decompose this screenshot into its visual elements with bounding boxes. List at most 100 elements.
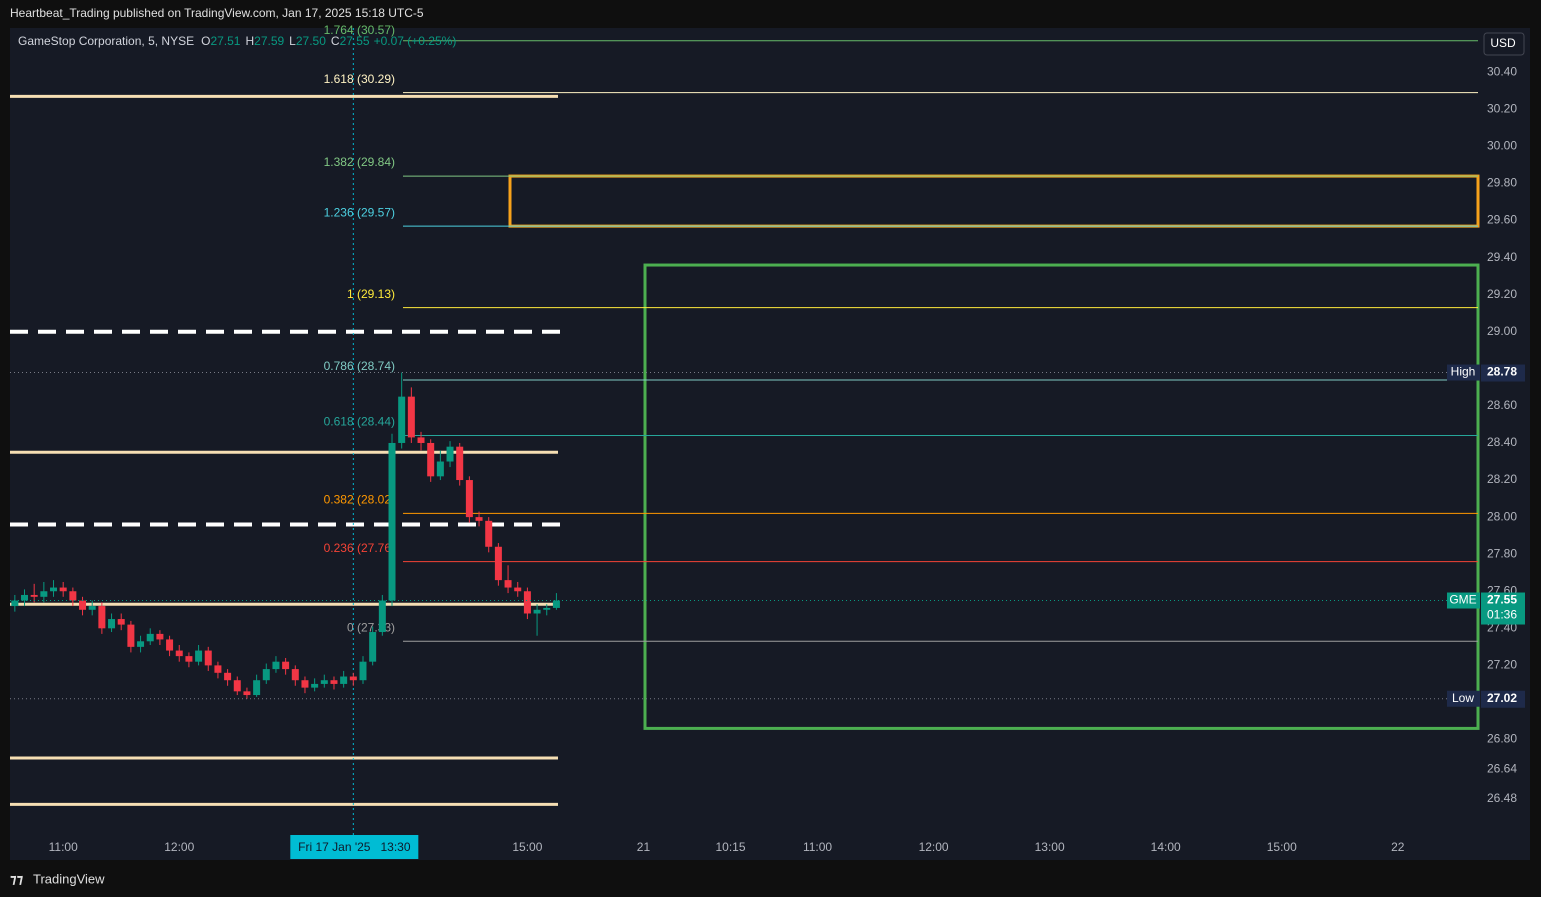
x-tick-label: 15:00	[512, 840, 542, 854]
x-tick-label: 11:00	[803, 840, 832, 854]
candle-body	[417, 437, 425, 443]
candle-body	[204, 650, 212, 666]
candle-body	[514, 587, 522, 592]
y-tick-label: 29.80	[1487, 176, 1517, 190]
y-tick-label: 28.60	[1487, 398, 1517, 412]
ohlc-name: H	[245, 34, 254, 48]
candle-body	[88, 606, 96, 610]
crosshair-tag	[290, 835, 419, 859]
chart-panel	[10, 28, 1530, 860]
symbol: GameStop Corporation, 5, NYSE	[18, 34, 194, 48]
candle-body	[282, 661, 290, 670]
currency: USD	[1490, 36, 1516, 50]
candle-body	[98, 606, 106, 629]
price-axis	[1480, 28, 1530, 860]
ohlc-value: 27.59	[254, 34, 284, 48]
ohlc-name: C	[331, 34, 340, 48]
candle-body	[175, 650, 183, 657]
candle-body	[301, 680, 309, 688]
candle-body	[21, 594, 29, 601]
y-tick-label: 29.00	[1487, 324, 1517, 338]
fib-label: 1.382 (29.84)	[324, 155, 395, 169]
candle-body	[552, 600, 560, 608]
fib-label: 1.236 (29.57)	[324, 205, 395, 219]
y-tick-label: 27.20	[1487, 658, 1517, 672]
candle-body	[214, 665, 222, 673]
ohlc-value: 27.51	[210, 34, 240, 48]
x-tick-label: 11:00	[49, 840, 78, 854]
y-tick-label: 30.00	[1487, 139, 1517, 153]
time-axis	[10, 835, 1480, 860]
fib-label: 1 (29.13)	[347, 287, 395, 301]
x-tick-label: 13:00	[1035, 840, 1065, 854]
candle-body	[50, 587, 58, 592]
candle-body	[59, 587, 67, 592]
price-tag-name	[1447, 364, 1480, 381]
candle-body	[108, 619, 116, 629]
candle-body	[224, 672, 232, 681]
fib-label: 1.618 (30.29)	[324, 72, 395, 86]
candle-body	[504, 580, 512, 588]
candle-body	[79, 600, 87, 610]
x-tick-label: 14:00	[1151, 840, 1181, 854]
candle-body	[156, 633, 164, 640]
candle-body	[146, 633, 154, 642]
x-tick-label: 10:15	[715, 840, 745, 854]
candle-body	[233, 680, 241, 692]
price-tag-value: 27.02	[1487, 691, 1517, 705]
brand: TradingView	[33, 871, 105, 886]
candle-body	[523, 591, 531, 614]
x-tick-label: 12:00	[919, 840, 949, 854]
candle-body	[388, 442, 396, 601]
candle-body	[320, 680, 328, 684]
y-tick-label: 29.60	[1487, 213, 1517, 227]
price-tag-name-text: GME	[1449, 593, 1476, 607]
fib-label: 0.236 (27.76)	[324, 541, 395, 555]
candle-body	[494, 546, 502, 581]
candle-body	[465, 480, 473, 518]
ohlc-name: L	[289, 34, 296, 48]
y-tick-label: 29.20	[1487, 287, 1517, 301]
candle-body	[253, 680, 261, 696]
y-tick-label: 28.40	[1487, 435, 1517, 449]
price-tag	[1481, 364, 1525, 382]
fib-label: 0.618 (28.44)	[324, 415, 395, 429]
y-tick-label: 26.48	[1487, 791, 1517, 805]
candle-body	[427, 442, 435, 477]
fib-label: 0.786 (28.74)	[324, 359, 395, 373]
candle-body	[398, 396, 406, 443]
y-tick-label: 28.00	[1487, 509, 1517, 523]
y-tick-label: 29.40	[1487, 250, 1517, 264]
price-tag-name-text: Low	[1452, 691, 1474, 705]
candle-body	[543, 607, 551, 610]
candle-body	[166, 639, 174, 651]
candle-body	[195, 650, 203, 662]
candle-body	[262, 669, 270, 681]
candle-body	[69, 591, 77, 601]
candle-body	[185, 656, 193, 662]
candle-body	[446, 446, 454, 462]
y-tick-label: 30.20	[1487, 102, 1517, 116]
x-tick-label: 21	[637, 840, 651, 854]
x-tick-label: 12:00	[164, 840, 194, 854]
candle-body	[533, 609, 541, 614]
fib-label: 1.764 (30.57)	[324, 23, 395, 37]
candle-body	[349, 676, 357, 681]
candle-body	[117, 619, 125, 625]
ohlc-name: O	[201, 34, 210, 48]
candle-body	[137, 641, 145, 647]
change: +0.07 (+0.25%)	[374, 34, 457, 48]
crosshair-label: Fri 17 Jan '25 13:30	[298, 840, 411, 854]
price-tag-name	[1447, 592, 1480, 609]
candle-body	[11, 600, 19, 607]
candle-body	[456, 446, 464, 481]
candle-body	[30, 594, 38, 597]
candle-body	[311, 683, 319, 688]
candle-body	[485, 520, 493, 547]
price-tag-value: 27.55	[1487, 593, 1517, 607]
y-tick-label: 26.80	[1487, 732, 1517, 746]
y-tick-label: 30.40	[1487, 64, 1517, 78]
candle-body	[243, 691, 251, 696]
